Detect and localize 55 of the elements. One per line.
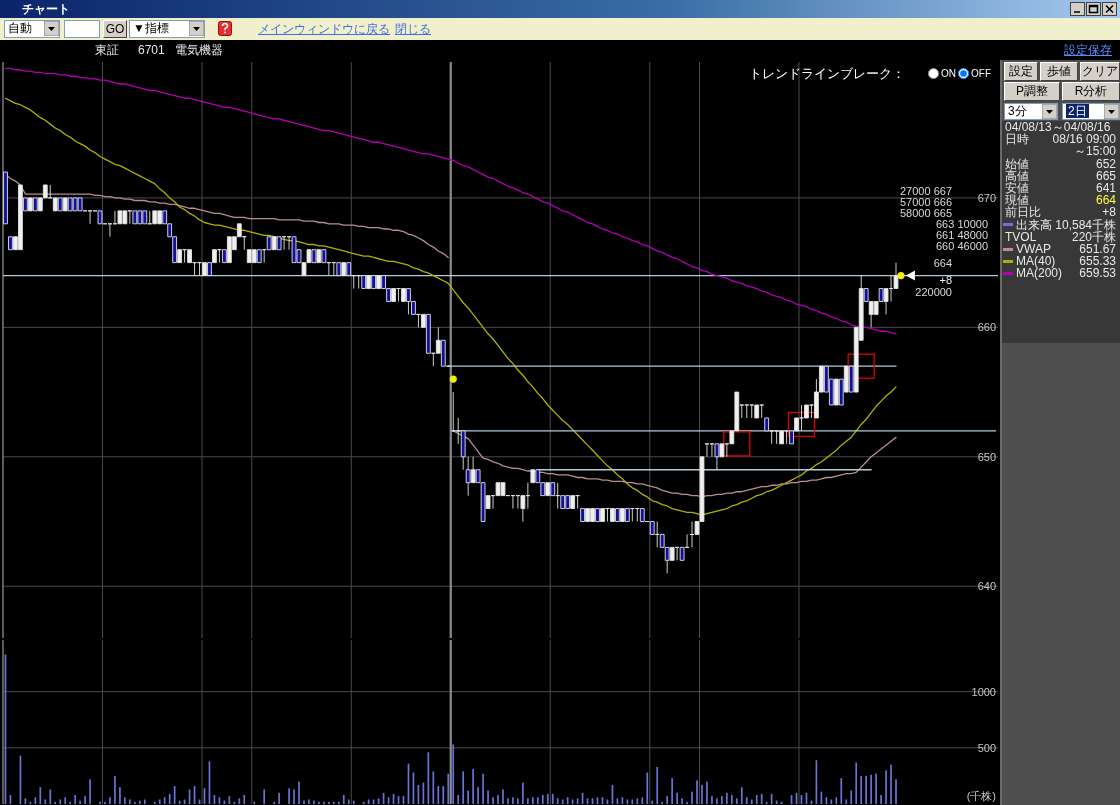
annotation: 27000 667	[900, 185, 952, 197]
text: 665	[1095, 168, 1116, 183]
text: 安値	[1005, 181, 1029, 195]
y-tick-label: 660	[977, 321, 996, 334]
annotation: 663 10000	[936, 218, 988, 230]
annotation: ON	[941, 67, 956, 79]
text: 前日比	[1005, 205, 1041, 220]
text: 641	[1095, 181, 1116, 195]
text: 設定	[1004, 62, 1038, 81]
text: 閉じる	[395, 21, 431, 37]
text: 日時	[1005, 132, 1029, 147]
text: 655.33	[1079, 254, 1116, 269]
annotation: 660 46000	[936, 240, 988, 252]
y-tick-label: 640	[977, 580, 996, 593]
text: メインウィンドウに戻る	[258, 21, 390, 37]
text: 6701	[138, 43, 165, 57]
legend-label: MA(200)	[1016, 266, 1063, 281]
text: 歩値	[1040, 62, 1078, 81]
text: 始値	[1005, 156, 1029, 171]
text: ～15:00	[1073, 144, 1116, 159]
text: 659.53	[1079, 266, 1116, 281]
text: 2日	[1066, 104, 1089, 118]
annotation: OFF	[971, 67, 991, 79]
annotation: 664	[933, 257, 952, 269]
legend-label: VWAP	[1016, 242, 1051, 256]
y-tick-label: 670	[977, 191, 996, 204]
text: 08/16 09:00	[1052, 132, 1116, 147]
text: 設定保存	[1064, 42, 1112, 58]
annotation: 661 48000	[936, 229, 988, 241]
text: クリア	[1080, 62, 1120, 81]
y-axis-title: (千株)	[966, 790, 996, 802]
text: R分析	[1062, 82, 1120, 101]
y-tick-label: 1000	[971, 685, 996, 698]
y-tick-label: 650	[977, 450, 996, 463]
text: 04/08/13～04/08/16	[1005, 120, 1111, 134]
text: GO	[103, 20, 127, 38]
y-tick-label: 500	[977, 741, 996, 754]
text: P調整	[1004, 82, 1060, 101]
text: ▼指標	[129, 20, 205, 38]
text: 3分	[1004, 103, 1058, 120]
annotation: トレンドラインブレーク：	[749, 65, 905, 81]
annotation: 57000 666	[900, 196, 952, 208]
legend-label: MA(40)	[1016, 254, 1056, 269]
text: 自動	[4, 20, 60, 38]
text: チャート	[22, 1, 70, 17]
legend-label: 出来高	[1016, 217, 1052, 232]
text: 652	[1095, 156, 1116, 171]
annotation: 220000	[915, 286, 952, 298]
annotation: +8	[939, 274, 952, 286]
text: 東証	[95, 43, 119, 57]
text: 電気機器	[175, 43, 223, 57]
annotation: 58000 665	[900, 207, 952, 219]
text: 664	[1095, 193, 1116, 208]
text: +8	[1102, 205, 1116, 220]
text: 651.67	[1079, 242, 1116, 256]
